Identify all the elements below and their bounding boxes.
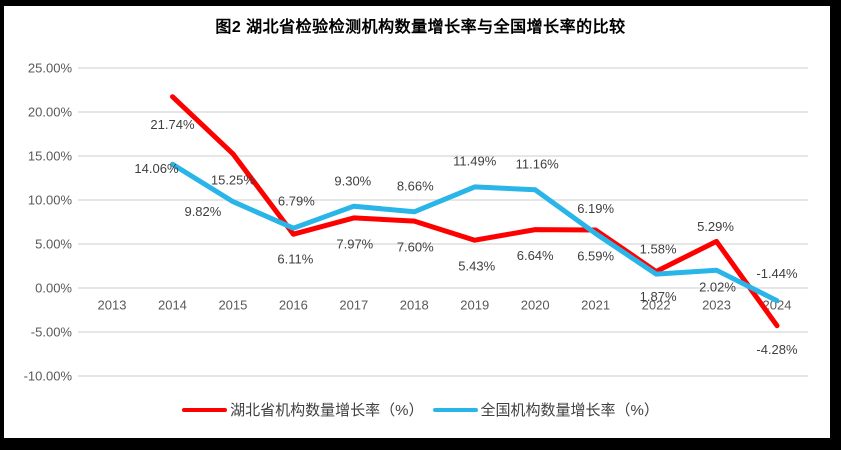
chart-legend: 湖北省机构数量增长率（%） 全国机构数量增长率（%） — [0, 399, 841, 420]
national-series-swatch — [432, 407, 478, 412]
svg-text:1.87%: 1.87% — [640, 289, 677, 304]
legend-label-hubei: 湖北省机构数量增长率（%） — [230, 402, 424, 419]
svg-text:25.00%: 25.00% — [28, 61, 73, 76]
svg-text:9.82%: 9.82% — [184, 204, 221, 219]
svg-text:2022: 2022 — [642, 298, 671, 313]
svg-text:6.79%: 6.79% — [278, 194, 315, 209]
svg-text:2020: 2020 — [521, 298, 550, 313]
legend-item-national: 全国机构数量增长率（%） — [432, 399, 659, 420]
svg-text:11.49%: 11.49% — [453, 153, 497, 168]
svg-text:20.00%: 20.00% — [28, 105, 73, 120]
svg-text:2013: 2013 — [98, 298, 127, 313]
svg-text:2019: 2019 — [460, 298, 489, 313]
svg-text:2021: 2021 — [581, 298, 610, 313]
chart-title: 图2 湖北省检验检测机构数量增长率与全国增长率的比较 — [215, 19, 626, 36]
svg-text:10.00%: 10.00% — [28, 193, 73, 208]
svg-text:11.16%: 11.16% — [516, 156, 560, 171]
svg-text:2015: 2015 — [218, 298, 247, 313]
svg-text:5.43%: 5.43% — [458, 259, 495, 274]
svg-text:-4.28%: -4.28% — [756, 342, 798, 357]
svg-text:6.11%: 6.11% — [277, 252, 313, 267]
svg-text:2023: 2023 — [702, 298, 731, 313]
legend-label-national: 全国机构数量增长率（%） — [480, 402, 659, 419]
svg-text:5.00%: 5.00% — [35, 237, 72, 252]
legend-item-hubei: 湖北省机构数量增长率（%） — [182, 399, 424, 420]
svg-text:15.00%: 15.00% — [28, 149, 73, 164]
svg-text:8.66%: 8.66% — [397, 178, 434, 193]
svg-text:7.60%: 7.60% — [397, 240, 434, 255]
svg-text:-10.00%: -10.00% — [24, 369, 73, 384]
svg-text:21.74%: 21.74% — [150, 117, 195, 132]
svg-text:6.59%: 6.59% — [577, 249, 614, 264]
svg-text:2024: 2024 — [763, 298, 792, 313]
svg-text:2017: 2017 — [339, 298, 368, 313]
hubei-series-swatch — [182, 407, 228, 412]
svg-text:2018: 2018 — [400, 298, 429, 313]
svg-text:14.06%: 14.06% — [134, 161, 179, 176]
svg-text:1.58%: 1.58% — [640, 242, 677, 257]
svg-text:6.19%: 6.19% — [577, 201, 614, 216]
svg-text:2016: 2016 — [279, 298, 308, 313]
svg-text:2014: 2014 — [158, 298, 187, 313]
svg-text:2.02%: 2.02% — [699, 280, 736, 295]
svg-text:5.29%: 5.29% — [697, 219, 734, 234]
svg-text:0.00%: 0.00% — [35, 281, 72, 296]
svg-text:-1.44%: -1.44% — [756, 266, 798, 281]
svg-text:6.64%: 6.64% — [517, 248, 554, 263]
svg-text:-5.00%: -5.00% — [31, 325, 73, 340]
svg-text:15.25%: 15.25% — [211, 172, 256, 187]
svg-text:9.30%: 9.30% — [334, 174, 371, 189]
svg-text:7.97%: 7.97% — [336, 236, 373, 251]
